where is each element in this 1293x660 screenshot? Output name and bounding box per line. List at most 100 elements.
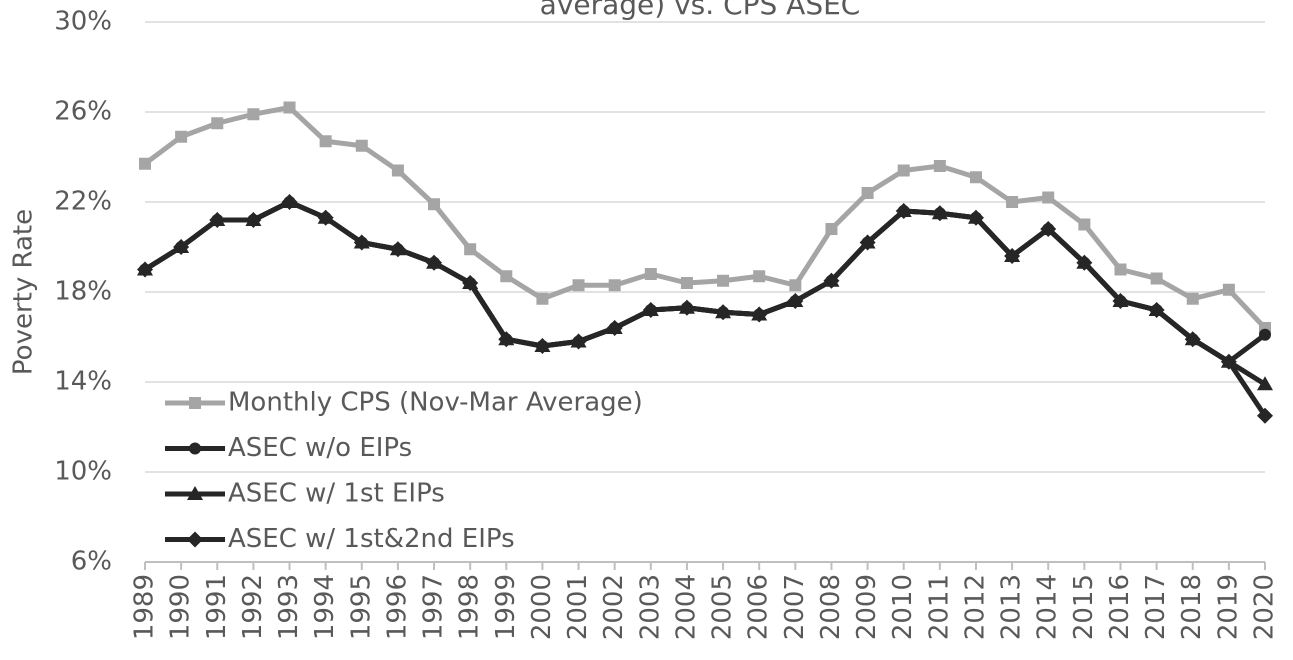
x-tick-label: 2001 xyxy=(563,574,593,640)
data-point xyxy=(897,205,910,217)
data-point xyxy=(464,277,477,289)
data-point xyxy=(428,256,441,269)
data-point xyxy=(175,241,188,253)
data-point xyxy=(1257,376,1273,391)
data-point xyxy=(753,308,766,321)
data-point xyxy=(897,164,910,177)
x-tick-label: 1992 xyxy=(238,574,268,640)
x-tick-label: 2009 xyxy=(852,574,882,640)
series-line xyxy=(143,199,1267,387)
y-tick-label: 22% xyxy=(54,187,112,217)
data-point xyxy=(355,139,368,152)
x-tick-label: 2004 xyxy=(671,574,701,640)
y-tick-label: 14% xyxy=(54,367,112,397)
x-tick-label: 2019 xyxy=(1213,574,1243,640)
x-tick-label: 2010 xyxy=(888,574,918,640)
data-point xyxy=(861,236,874,249)
data-point xyxy=(211,214,224,226)
data-point xyxy=(789,279,802,292)
data-point xyxy=(536,340,549,352)
data-point xyxy=(680,277,693,289)
x-tick-label: 2013 xyxy=(997,574,1027,640)
data-point xyxy=(608,279,621,292)
data-point xyxy=(247,214,260,226)
data-point xyxy=(1042,223,1055,235)
data-point xyxy=(283,101,296,114)
data-point xyxy=(319,135,332,148)
x-tick-label: 2011 xyxy=(924,574,954,640)
data-point xyxy=(572,335,585,348)
x-tick-label: 1997 xyxy=(419,574,449,640)
data-point xyxy=(644,304,657,316)
x-tick-label: 2017 xyxy=(1141,574,1171,640)
data-point xyxy=(1078,256,1091,269)
data-point xyxy=(391,164,404,177)
x-tick-label: 2014 xyxy=(1033,574,1063,640)
data-point xyxy=(717,274,730,287)
legend-label: ASEC w/ 1st EIPs xyxy=(228,479,445,509)
data-point xyxy=(1006,250,1019,262)
x-tick-label: 2020 xyxy=(1250,574,1280,640)
data-point xyxy=(319,211,332,224)
data-point xyxy=(247,108,260,121)
data-point xyxy=(464,243,477,256)
data-point xyxy=(211,117,224,130)
legend-marker xyxy=(187,531,203,548)
data-point xyxy=(572,279,585,292)
x-tick-label: 2008 xyxy=(816,574,846,640)
data-point xyxy=(644,268,657,280)
data-point xyxy=(1257,407,1273,424)
data-point xyxy=(1078,218,1091,231)
data-point xyxy=(1259,328,1271,341)
data-point xyxy=(536,292,549,305)
y-tick-label: 6% xyxy=(71,547,112,577)
series-line xyxy=(143,105,1267,330)
data-point xyxy=(789,295,802,307)
x-tick-label: 1993 xyxy=(274,574,304,640)
x-tick-label: 1989 xyxy=(130,574,160,640)
x-tick-label: 1999 xyxy=(491,574,521,640)
x-tick-label: 1998 xyxy=(455,574,485,640)
data-point xyxy=(391,243,404,256)
data-point xyxy=(1222,355,1235,368)
x-tick-label: 2015 xyxy=(1069,574,1099,640)
x-tick-label: 2018 xyxy=(1177,574,1207,640)
data-point xyxy=(933,207,946,220)
data-point xyxy=(969,171,982,184)
x-tick-label: 1995 xyxy=(346,574,376,640)
data-point xyxy=(1186,292,1199,305)
y-tick-label: 30% xyxy=(54,7,112,37)
data-point xyxy=(717,306,730,319)
x-tick-label: 2002 xyxy=(599,574,629,640)
y-tick-label: 10% xyxy=(54,457,112,487)
x-tick-label: 2012 xyxy=(960,574,990,640)
x-tick-label: 2003 xyxy=(635,574,665,640)
data-point xyxy=(139,157,151,170)
legend-marker xyxy=(187,486,203,500)
data-point xyxy=(500,333,513,346)
y-tick-label: 18% xyxy=(54,277,112,307)
data-point xyxy=(608,322,621,334)
legend-label: ASEC w/ 1st&2nd EIPs xyxy=(228,524,515,554)
legend-label: ASEC w/o EIPs xyxy=(228,433,412,463)
x-tick-label: 2005 xyxy=(708,574,738,640)
legend-marker xyxy=(189,397,201,409)
data-point xyxy=(1150,272,1163,285)
data-point xyxy=(825,274,838,287)
data-point xyxy=(825,223,838,235)
x-tick-label: 1994 xyxy=(310,574,340,640)
series-line xyxy=(143,199,1267,365)
data-point xyxy=(861,187,874,199)
data-point xyxy=(139,263,151,276)
data-point xyxy=(283,196,296,208)
data-point xyxy=(680,301,693,314)
data-point xyxy=(175,130,188,143)
data-point xyxy=(1222,283,1235,296)
data-point xyxy=(500,270,513,283)
data-point xyxy=(1114,295,1127,307)
x-tick-label: 1990 xyxy=(166,574,196,640)
data-point xyxy=(753,270,766,283)
data-point xyxy=(933,160,946,172)
data-point xyxy=(428,198,441,211)
